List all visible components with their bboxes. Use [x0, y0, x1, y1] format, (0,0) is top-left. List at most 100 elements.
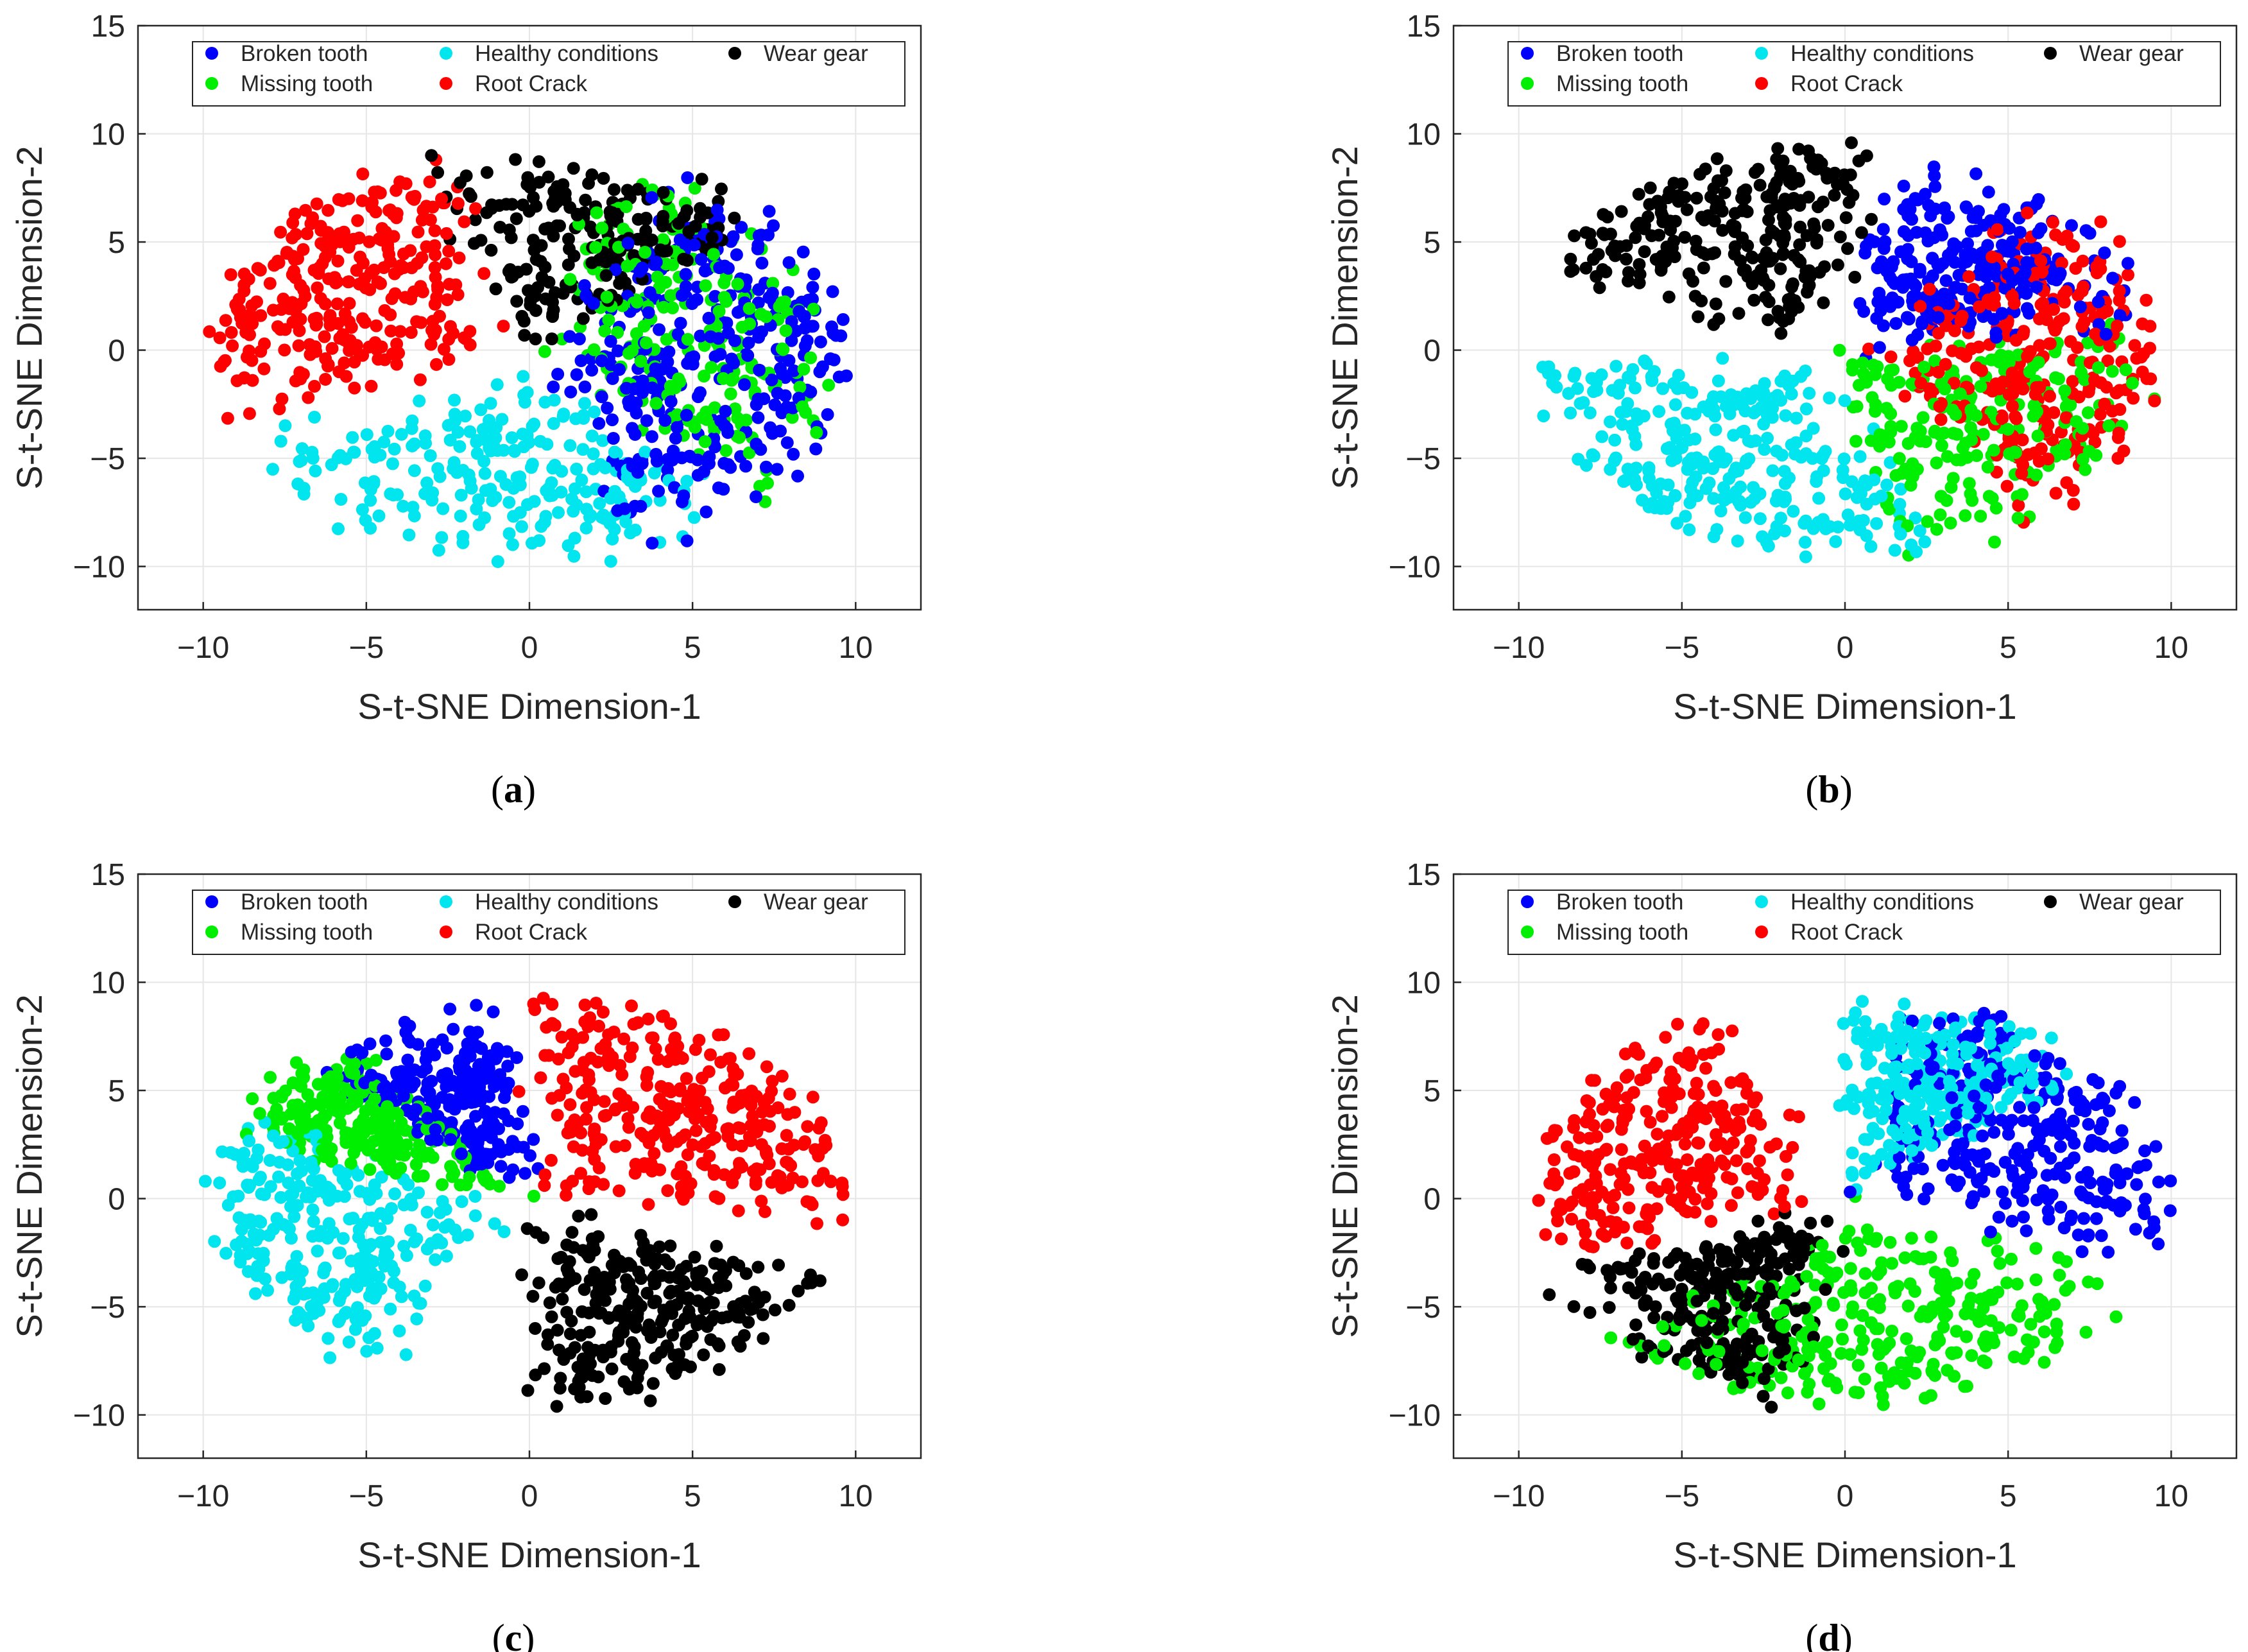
scatter-point	[524, 461, 538, 474]
scatter-point	[755, 1194, 768, 1208]
scatter-point	[264, 1071, 277, 1084]
scatter-point	[1995, 412, 2009, 426]
scatter-point	[2013, 1101, 2026, 1114]
scatter-point	[2106, 365, 2119, 378]
scatter-point	[1930, 456, 1943, 470]
scatter-point	[694, 386, 707, 399]
scatter-point	[2057, 295, 2071, 309]
scatter-point	[379, 1034, 393, 1047]
scatter-point	[648, 1162, 662, 1176]
scatter-point	[618, 502, 631, 515]
scatter-point	[502, 1076, 515, 1090]
scatter-point	[509, 153, 522, 166]
scatter-point	[2081, 336, 2094, 350]
scatter-point	[253, 1106, 266, 1120]
scatter-point	[2034, 298, 2048, 311]
scatter-point	[585, 363, 599, 377]
scatter-point	[622, 1380, 636, 1393]
scatter-point	[2017, 1352, 2030, 1365]
scatter-point	[506, 198, 519, 211]
scatter-point	[261, 1284, 274, 1297]
scatter-point	[255, 1187, 268, 1201]
scatter-point	[286, 268, 299, 282]
scatter-point	[409, 1158, 423, 1171]
scatter-point	[757, 1096, 771, 1110]
scatter-point	[698, 370, 710, 383]
scatter-point	[810, 426, 823, 439]
x-tick-label: 10	[839, 631, 873, 665]
scatter-point	[1828, 189, 1841, 202]
scatter-point	[567, 549, 581, 563]
scatter-point	[520, 262, 533, 276]
scatter-point	[1928, 169, 1941, 182]
scatter-point	[1678, 1357, 1692, 1370]
scatter-point	[1933, 400, 1946, 413]
scatter-point	[1670, 431, 1683, 445]
scatter-point	[1699, 1062, 1713, 1075]
scatter-point	[527, 997, 540, 1011]
scatter-point	[2128, 339, 2141, 352]
scatter-point	[1688, 289, 1702, 303]
scatter-point	[1709, 297, 1722, 311]
scatter-point	[1731, 464, 1745, 478]
scatter-point	[1640, 357, 1653, 370]
scatter-point	[522, 205, 536, 218]
legend-label: Root Crack	[1790, 71, 1903, 96]
scatter-point	[631, 1311, 644, 1325]
scatter-point	[1897, 179, 1910, 193]
scatter-point	[547, 200, 560, 213]
scatter-point	[590, 206, 603, 219]
scatter-point	[454, 176, 467, 189]
scatter-point	[543, 1296, 556, 1309]
scatter-point	[1582, 1149, 1595, 1163]
scatter-point	[1732, 307, 1746, 320]
scatter-point	[596, 434, 610, 447]
scatter-point	[362, 1331, 375, 1345]
scatter-point	[2048, 1341, 2062, 1354]
scatter-point	[648, 1257, 662, 1271]
scatter-point	[420, 1205, 434, 1219]
scatter-point	[554, 1250, 568, 1264]
scatter-point	[465, 481, 478, 495]
scatter-point	[1697, 458, 1710, 472]
scatter-point	[2076, 452, 2089, 466]
scatter-point	[274, 1191, 287, 1204]
scatter-point	[730, 248, 743, 261]
scatter-point	[374, 1207, 388, 1220]
scatter-point	[2001, 422, 2014, 436]
scatter-point	[227, 1190, 240, 1203]
scatter-point	[768, 1304, 782, 1317]
scatter-point	[414, 280, 427, 293]
scatter-point	[216, 1145, 229, 1158]
scatter-point	[343, 1212, 356, 1226]
scatter-point	[311, 1244, 324, 1258]
scatter-point	[1952, 1140, 1965, 1153]
scatter-point	[1841, 242, 1854, 255]
scatter-point	[2109, 386, 2123, 400]
scatter-point	[813, 1274, 827, 1287]
scatter-point	[1710, 1128, 1723, 1141]
scatter-point	[628, 499, 642, 513]
scatter-point	[491, 555, 504, 568]
scatter-point	[1964, 403, 1978, 417]
scatter-point	[400, 1249, 413, 1262]
scatter-point	[402, 1064, 415, 1078]
scatter-point	[1889, 469, 1903, 482]
scatter-point	[1921, 342, 1934, 356]
scatter-point	[499, 478, 513, 491]
scatter-point	[331, 254, 345, 268]
scatter-point	[1704, 1215, 1718, 1228]
scatter-point	[780, 1155, 793, 1169]
scatter-point	[460, 1085, 474, 1098]
scatter-point	[2057, 312, 2070, 325]
scatter-point	[661, 452, 674, 466]
scatter-point	[273, 402, 286, 415]
scatter-point	[1946, 472, 1960, 485]
scatter-point	[1622, 266, 1635, 279]
scatter-point	[404, 1192, 418, 1206]
scatter-point	[1758, 443, 1771, 456]
scatter-point	[707, 248, 720, 261]
scatter-point	[755, 256, 769, 270]
scatter-point	[506, 538, 519, 551]
scatter-point	[1576, 1183, 1590, 1196]
